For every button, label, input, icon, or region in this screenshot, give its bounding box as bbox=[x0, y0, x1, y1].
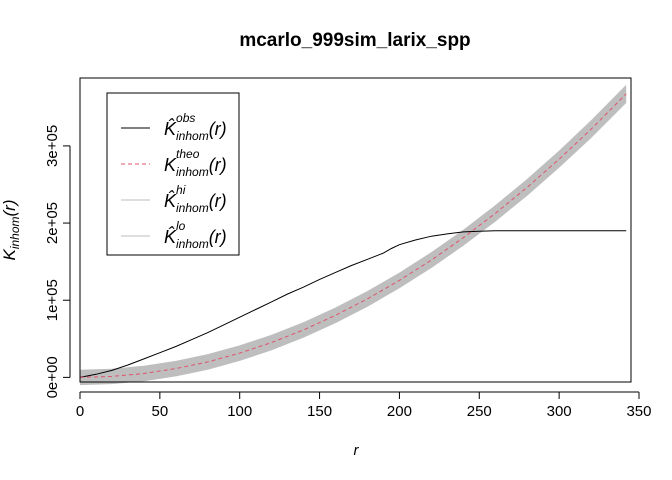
legend-label-obs: K̂obs inhom(r) bbox=[164, 111, 227, 143]
y-axis-label-sub: inhom bbox=[8, 216, 22, 249]
y-axis: 0e+00 1e+05 2e+05 3e+05 bbox=[44, 125, 71, 398]
plot-frame bbox=[79, 77, 632, 383]
legend-suffix: (r) bbox=[209, 227, 227, 247]
x-axis: 0 50 100 150 200 250 300 350 bbox=[76, 391, 652, 420]
legend-base: K̂ bbox=[164, 226, 177, 247]
x-tick-label: 50 bbox=[152, 403, 169, 420]
series-line-theo bbox=[79, 93, 627, 378]
plot-area bbox=[79, 84, 627, 386]
legend: K̂obs inhom(r)Ktheo inhom(r)K̂hi inhom(r)K̂… bbox=[106, 92, 240, 256]
legend-suffix: (r) bbox=[209, 191, 227, 211]
legend-sup: theo bbox=[176, 147, 200, 161]
legend-label-lo: K̂lo inhom(r) bbox=[164, 219, 227, 251]
legend-box bbox=[106, 92, 240, 256]
series-line-obs bbox=[79, 230, 627, 378]
y-tick-label: 0e+00 bbox=[44, 356, 61, 398]
x-tick-label: 250 bbox=[467, 403, 492, 420]
legend-base: K bbox=[164, 155, 177, 175]
legend-sup: lo bbox=[176, 219, 186, 233]
y-tick-label: 1e+05 bbox=[44, 279, 61, 321]
y-tick-label: 2e+05 bbox=[44, 202, 61, 244]
y-axis-label: Kinhom(r) bbox=[0, 199, 22, 260]
x-tick-label: 300 bbox=[547, 403, 572, 420]
y-axis-label-main: K bbox=[0, 249, 19, 261]
legend-sub: inhom bbox=[176, 165, 209, 179]
legend-label-theo: Ktheo inhom(r) bbox=[164, 147, 227, 179]
x-tick-label: 350 bbox=[626, 403, 651, 420]
legend-sub: inhom bbox=[176, 237, 209, 251]
y-axis-label-suffix: (r) bbox=[0, 199, 19, 216]
legend-base: K̂ bbox=[164, 118, 177, 139]
legend-sub: inhom bbox=[176, 201, 209, 215]
legend-label-hi: K̂hi inhom(r) bbox=[164, 183, 227, 215]
legend-sup: obs bbox=[176, 111, 195, 125]
x-axis-label: r bbox=[354, 442, 360, 459]
legend-sub: inhom bbox=[176, 129, 209, 143]
x-tick-label: 0 bbox=[76, 403, 84, 420]
legend-base: K̂ bbox=[164, 190, 177, 211]
legend-suffix: (r) bbox=[209, 155, 227, 175]
y-tick-label: 3e+05 bbox=[44, 125, 61, 167]
legend-suffix: (r) bbox=[209, 119, 227, 139]
x-tick-label: 100 bbox=[227, 403, 252, 420]
x-tick-label: 150 bbox=[307, 403, 332, 420]
chart-title: mcarlo_999sim_larix_spp bbox=[239, 30, 470, 51]
legend-sup: hi bbox=[176, 183, 186, 197]
x-tick-label: 200 bbox=[387, 403, 412, 420]
